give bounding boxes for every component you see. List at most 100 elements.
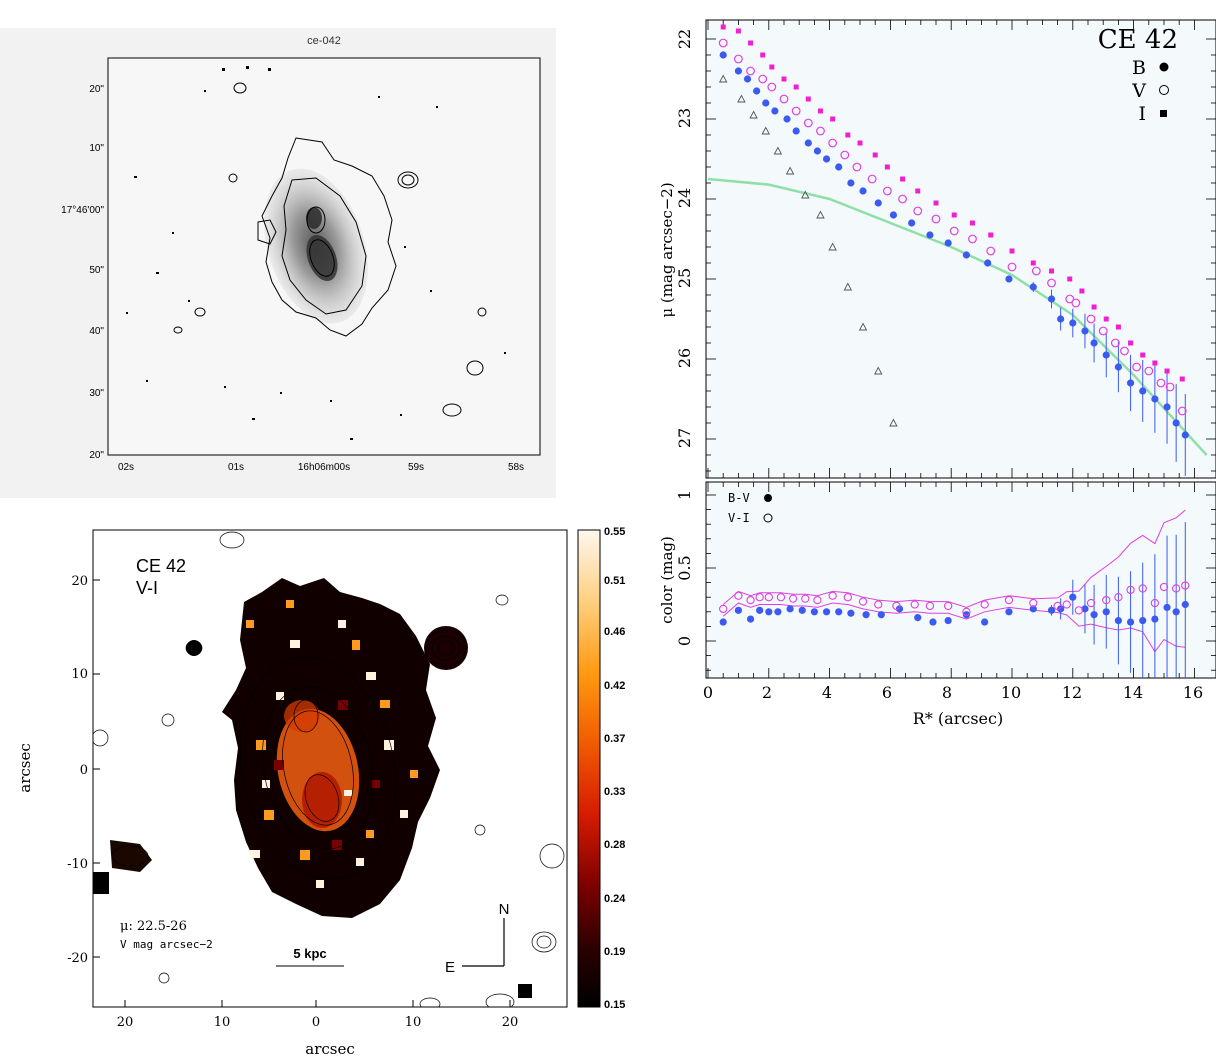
point-v (1120, 346, 1129, 356)
r2-ylabel: color (mag) (658, 536, 676, 624)
point-b (804, 139, 812, 147)
legend-marker-b (1159, 62, 1169, 72)
bl-xtick: 10 (405, 1015, 422, 1030)
r1-axis-ticks (706, 20, 1216, 478)
point-v (867, 174, 877, 184)
colorbar-tick: 0.15 (604, 999, 625, 1011)
point-i (1009, 248, 1015, 254)
r2-xtick: 8 (942, 683, 952, 702)
point-i (951, 212, 957, 218)
r2-marks (719, 509, 1190, 678)
point-i (735, 28, 741, 34)
r2-x-tick-labels: 0 2 4 6 8 10 12 14 16 (703, 683, 1203, 702)
point-v (986, 246, 996, 256)
tl-y-ticks: 20" 10" 17°46'00" 50" 40" 30" 20" (61, 84, 104, 461)
point-b (1139, 387, 1147, 395)
point-i (793, 84, 799, 90)
point-b (1057, 315, 1065, 323)
point-i (1140, 352, 1146, 358)
r2-y-tick-labels: 0 0.5 1 (675, 490, 694, 646)
noise-specks (126, 66, 506, 440)
point-vi (801, 594, 810, 603)
point-b (719, 51, 727, 59)
point-vi (788, 594, 798, 603)
point-vi (910, 600, 919, 609)
point-psf (749, 110, 758, 119)
point-vi (1138, 584, 1147, 593)
r2-ytick: 1 (675, 490, 694, 500)
point-vi (813, 595, 822, 605)
isophote-contours (173, 82, 487, 417)
colorbar-tick: 0.46 (604, 626, 625, 638)
tl-xtick: 59s (408, 462, 424, 473)
point-b (835, 163, 843, 171)
point-psf (773, 146, 783, 155)
bl-ytick: -10 (67, 857, 88, 872)
point-bv (774, 608, 782, 616)
point-b (1047, 295, 1056, 303)
point-psf (761, 126, 771, 135)
point-vi (1004, 595, 1014, 605)
point-b (771, 107, 779, 115)
point-psf (785, 166, 795, 175)
point-i (1152, 360, 1158, 366)
point-b (734, 67, 743, 75)
point-i (760, 52, 766, 58)
point-v (779, 94, 789, 104)
colorbar-tick: 0.24 (604, 893, 626, 905)
point-b (1090, 339, 1098, 347)
surface-brightness-chart: 22 23 24 25 26 27 μ (mag arcsec−2) CE 42… (658, 19, 1216, 479)
point-bv (1102, 608, 1110, 616)
r2-xtick: 10 (1001, 683, 1021, 702)
point-v (1065, 294, 1075, 304)
bl-ytick: 10 (71, 667, 88, 682)
bl-xtick: 20 (502, 1015, 519, 1030)
point-i (1128, 340, 1134, 346)
point-v (913, 206, 923, 216)
point-i (900, 176, 906, 182)
point-bv (1139, 616, 1147, 625)
point-v (1071, 298, 1081, 308)
r2-xtick: 4 (822, 683, 832, 702)
point-bv (1114, 616, 1122, 625)
map-label-name: CE 42 (136, 556, 186, 576)
point-bv (810, 608, 819, 616)
point-vi (1126, 585, 1135, 595)
colorbar-tick: 0.33 (604, 786, 625, 798)
r2-frame (705, 481, 1216, 679)
point-b (859, 187, 867, 195)
point-i (1091, 304, 1097, 310)
tl-ytick: 20" (89, 450, 104, 461)
point-v (1086, 314, 1096, 324)
point-psf (873, 366, 883, 375)
point-b (783, 115, 791, 123)
point-bv (1029, 605, 1037, 613)
point-psf (718, 74, 728, 83)
point-vi (858, 597, 868, 606)
point-psf (858, 322, 868, 331)
point-bv (746, 615, 755, 623)
point-i (933, 200, 939, 206)
tl-title: ce-042 (307, 35, 341, 47)
color-profile-chart: 0 0.5 1 color (mag) B-V V-I 0 2 4 6 8 10… (658, 481, 1216, 728)
bl-ytick: 20 (71, 574, 88, 589)
point-i (845, 132, 851, 138)
point-vi (925, 601, 935, 611)
point-vi (755, 593, 764, 602)
vi-lower-envelope (722, 602, 1186, 653)
r2-xtick: 2 (762, 683, 772, 702)
colorbar-tick: 0.42 (604, 680, 625, 692)
point-bv (835, 608, 843, 616)
vi-color-map (93, 578, 532, 998)
tl-xtick: 58s (508, 462, 524, 473)
point-bv (1047, 606, 1056, 614)
map-label-color: V-I (136, 578, 158, 598)
point-b (926, 231, 934, 239)
r1-ytick: 27 (675, 428, 694, 448)
point-i (969, 220, 975, 226)
point-i (769, 64, 775, 70)
point-vi (746, 595, 755, 605)
point-bv (862, 611, 870, 619)
point-b (1151, 395, 1159, 403)
